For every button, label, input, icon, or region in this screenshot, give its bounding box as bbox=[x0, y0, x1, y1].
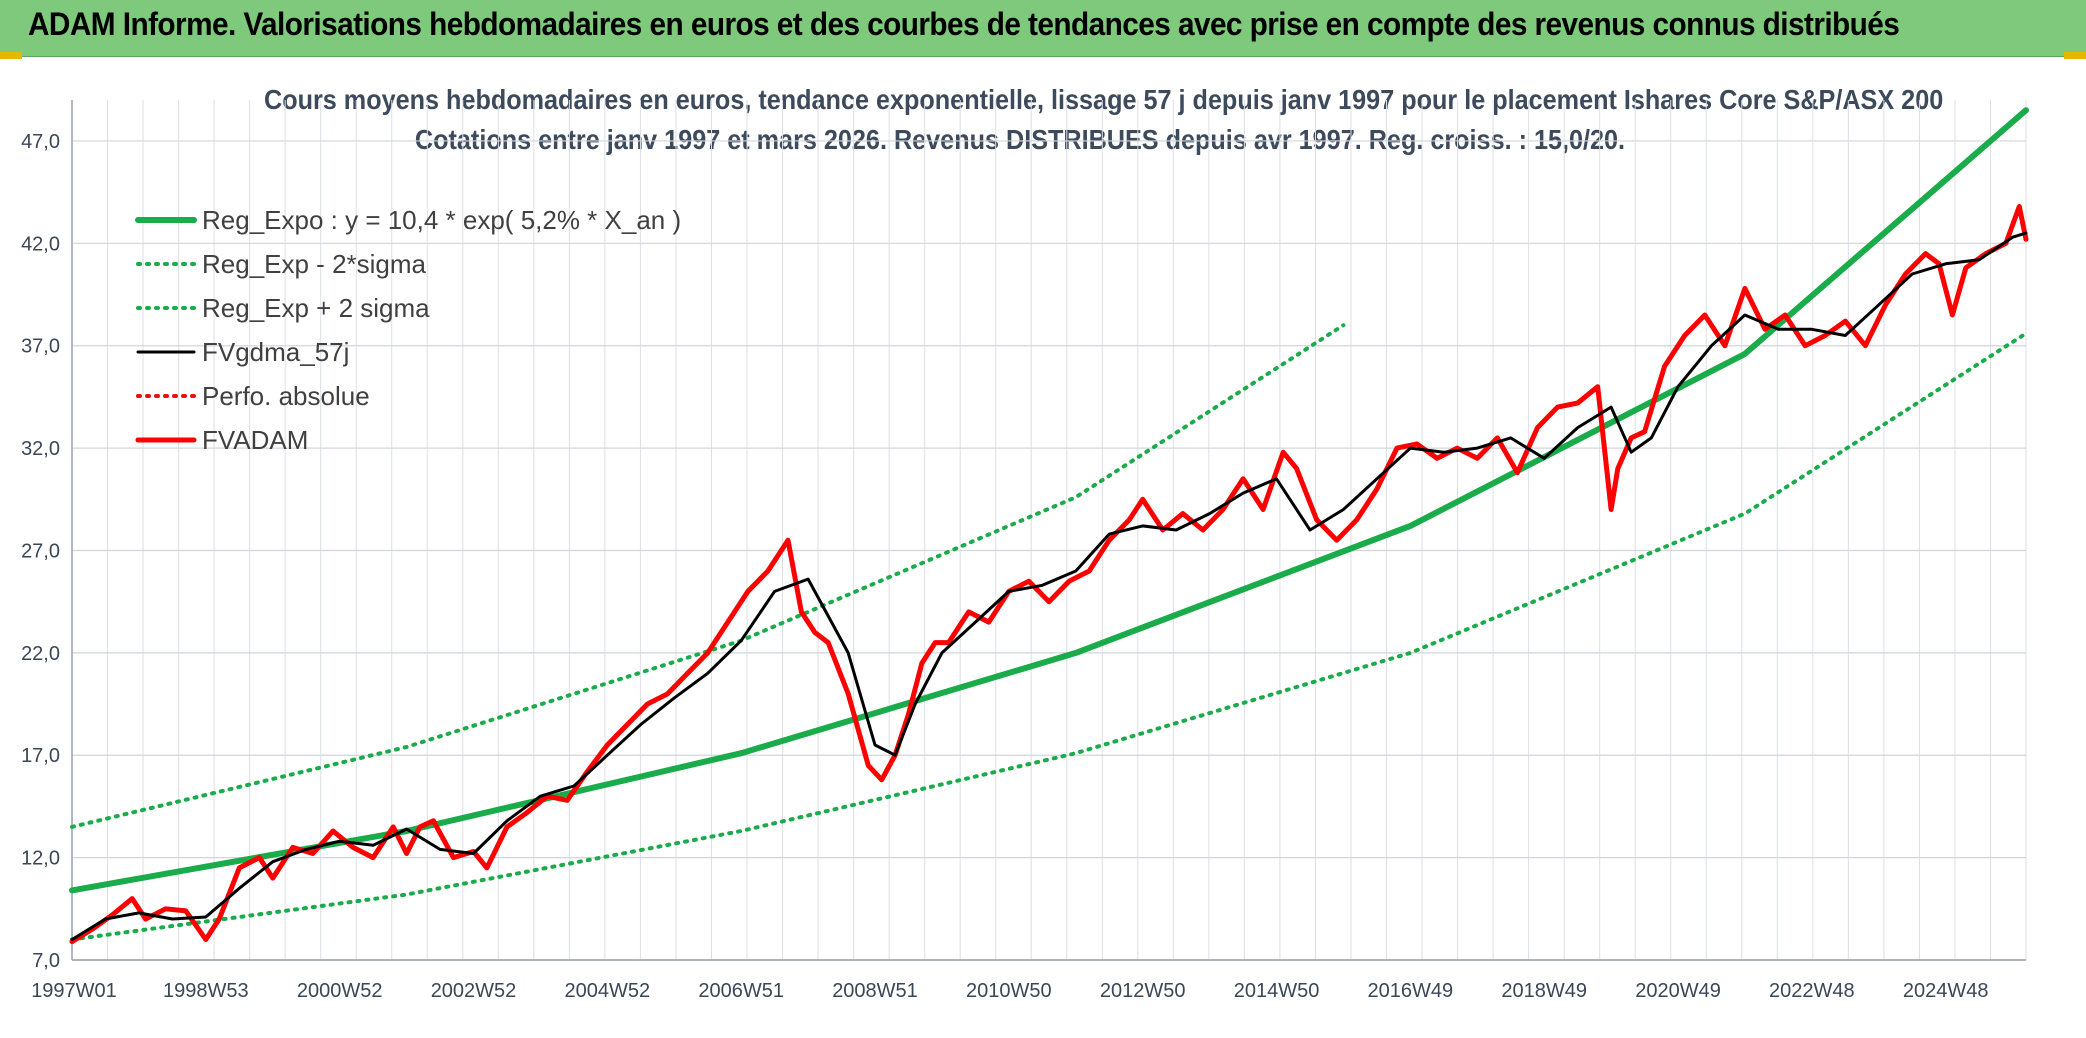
grid-layer bbox=[71, 100, 2027, 961]
y-tick-label: 12,0 bbox=[21, 848, 60, 870]
y-tick-label: 47,0 bbox=[21, 131, 60, 153]
y-tick-label: 42,0 bbox=[21, 233, 60, 255]
header-bar: ADAM Informe. Valorisations hebdomadaire… bbox=[0, 0, 2086, 57]
series-line-3 bbox=[70, 231, 2028, 941]
legend-label-2: Reg_Exp + 2 sigma bbox=[202, 293, 430, 323]
y-tick-label: 22,0 bbox=[21, 643, 60, 665]
x-tick-label: 2022W48 bbox=[1769, 980, 1855, 1002]
x-tick-label: 2000W52 bbox=[297, 980, 383, 1002]
right-corner-accent bbox=[2064, 52, 2086, 59]
x-tick-label: 2006W51 bbox=[698, 980, 784, 1002]
series-layer bbox=[69, 107, 2029, 945]
left-corner-accent bbox=[0, 52, 22, 59]
y-tick-label: 27,0 bbox=[21, 540, 60, 562]
page-title: ADAM Informe. Valorisations hebdomadaire… bbox=[28, 6, 1900, 42]
legend-label-3: FVgdma_57j bbox=[202, 337, 349, 367]
x-tick-label: 2008W51 bbox=[832, 980, 918, 1002]
tick-layer: 7,0 12,0 17,0 22,0 27,0 32,0 37,0 42,0 47,0 1997W… bbox=[21, 131, 1988, 1002]
y-tick-label: 37,0 bbox=[21, 336, 60, 358]
series-line-1 bbox=[70, 331, 2028, 942]
x-tick-label: 2014W50 bbox=[1234, 980, 1320, 1002]
x-tick-label: 2016W49 bbox=[1368, 980, 1454, 1002]
x-tick-label: 2024W48 bbox=[1903, 980, 1989, 1002]
y-tick-label: 32,0 bbox=[21, 438, 60, 460]
legend-label-1: Reg_Exp - 2*sigma bbox=[202, 249, 427, 279]
x-tick-label: 2018W49 bbox=[1501, 980, 1587, 1002]
x-tick-label: 2010W50 bbox=[966, 980, 1052, 1002]
y-tick-label: 7,0 bbox=[32, 950, 60, 972]
series-line-5 bbox=[69, 204, 2029, 945]
legend-label-5: FVADAM bbox=[202, 425, 308, 455]
chart-title-line1: Cours moyens hebdomadaires en euros, ten… bbox=[264, 84, 1944, 115]
legend: Reg_Expo : y = 10,4 * exp( 5,2% * X_an )… bbox=[135, 205, 681, 455]
legend-label-4: Perfo. absolue bbox=[202, 381, 370, 411]
chart-title-line2: Cotations entre janv 1997 et mars 2026. … bbox=[414, 124, 1626, 155]
y-tick-label: 17,0 bbox=[21, 745, 60, 767]
x-tick-label: 2020W49 bbox=[1635, 980, 1721, 1002]
x-tick-label: 2004W52 bbox=[565, 980, 651, 1002]
legend-label-0: Reg_Expo : y = 10,4 * exp( 5,2% * X_an ) bbox=[202, 205, 681, 235]
series-line-0 bbox=[69, 107, 2029, 894]
x-tick-label: 2002W52 bbox=[431, 980, 517, 1002]
x-tick-label: 1997W01 bbox=[31, 980, 117, 1002]
x-tick-label: 1998W53 bbox=[163, 980, 249, 1002]
x-tick-label: 2012W50 bbox=[1100, 980, 1186, 1002]
